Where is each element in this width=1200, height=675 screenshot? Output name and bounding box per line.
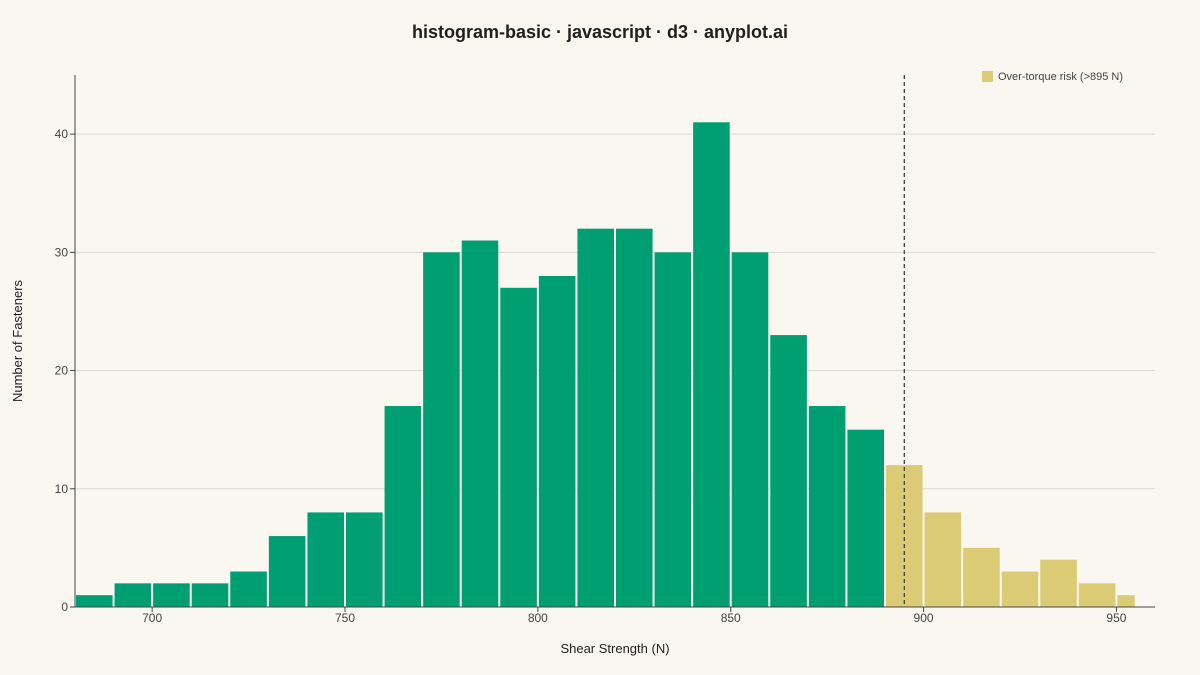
bar-bin-4: [230, 571, 267, 607]
bar-bin-6: [307, 512, 344, 607]
bar-bin-11: [500, 287, 537, 607]
x-tick-label-700: 700: [142, 611, 162, 625]
x-tick-label-800: 800: [528, 611, 548, 625]
bar-bin-22: [924, 512, 962, 607]
bar-bin-14: [616, 228, 653, 607]
x-tick-label-750: 750: [335, 611, 355, 625]
x-axis-title: Shear Strength (N): [560, 641, 669, 656]
legend-label: Over-torque risk (>895 N): [998, 71, 1123, 83]
bar-bin-20: [847, 429, 884, 607]
y-tick-label-20: 20: [55, 364, 69, 378]
histogram-bars: [76, 122, 1135, 608]
bar-bin-12: [538, 275, 576, 607]
bar-bin-23: [963, 547, 1000, 607]
bar-bin-24: [1001, 571, 1039, 607]
y-tick-label-10: 10: [55, 482, 69, 496]
bar-bin-7: [346, 512, 383, 607]
bar-bin-25: [1040, 559, 1077, 607]
bar-bin-16: [693, 122, 730, 608]
bar-bin-18: [770, 335, 807, 607]
chart-title: histogram-basic · javascript · d3 · anyp…: [412, 22, 788, 42]
bar-bin-13: [577, 228, 614, 607]
bar-bin-27: [1117, 595, 1135, 607]
bar-bin-26: [1078, 583, 1116, 607]
x-tick-label-850: 850: [721, 611, 741, 625]
bar-bin-5: [268, 536, 306, 607]
bar-bin-1: [114, 583, 152, 607]
axes: [74, 75, 1155, 608]
grid-lines: [75, 133, 1155, 490]
y-tick-label-40: 40: [55, 127, 69, 141]
bar-bin-0: [76, 595, 113, 607]
x-tick-label-900: 900: [914, 611, 934, 625]
tick-labels: 700 750 800 850 900 950 0 10 20 30 40: [55, 127, 1127, 625]
legend-swatch: [982, 71, 993, 82]
x-tick-label-950: 950: [1106, 611, 1126, 625]
bar-bin-19: [808, 406, 846, 607]
y-tick-label-0: 0: [61, 600, 68, 614]
y-tick-label-30: 30: [55, 245, 69, 259]
bar-bin-3: [191, 583, 229, 607]
bar-bin-15: [654, 252, 692, 608]
bar-bin-9: [423, 252, 460, 608]
y-axis-title: Number of Fasteners: [10, 279, 25, 402]
bar-bin-2: [153, 583, 190, 607]
legend: Over-torque risk (>895 N): [982, 71, 1123, 83]
bar-bin-8: [384, 406, 422, 607]
bar-bin-10: [461, 240, 499, 607]
bar-bin-21: [886, 465, 923, 607]
bar-bin-17: [731, 252, 769, 608]
